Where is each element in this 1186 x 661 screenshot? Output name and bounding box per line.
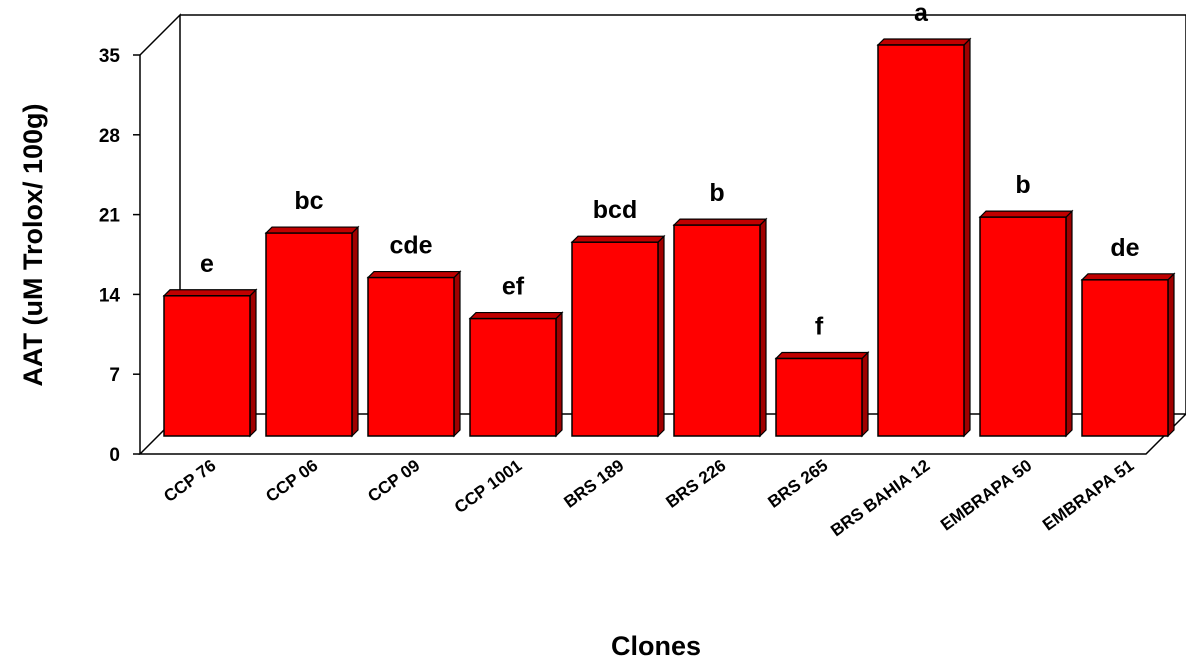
x-tick-label-0: CCP 76 [160, 456, 219, 506]
y-tick-label-2: 14 [99, 285, 121, 306]
bar-top-5 [672, 218, 768, 226]
data-label-3: ef [502, 273, 525, 301]
bar-0 [162, 288, 258, 438]
y-tick-label-1: 7 [109, 365, 120, 386]
bar-7 [876, 37, 972, 438]
bar-front-2 [367, 276, 455, 437]
bar-top-8 [978, 210, 1074, 218]
data-label-0: e [200, 250, 214, 278]
bar-side-1 [351, 225, 359, 438]
bar-3 [468, 311, 564, 438]
y-tick-label-3: 21 [99, 206, 121, 227]
bar-top-6 [774, 351, 870, 360]
bar-front-1 [265, 232, 353, 437]
bars [162, 37, 1176, 438]
plot-back-wall [180, 14, 1186, 414]
bar-side-9 [1167, 272, 1175, 438]
bar-9 [1080, 272, 1176, 438]
bar-1 [264, 225, 360, 438]
bar-4 [570, 234, 666, 438]
data-labels: e bc cde ef bcd b f a b de [200, 0, 1140, 340]
bar-side-4 [657, 234, 665, 438]
x-tick-label-3: CCP 1001 [451, 456, 525, 517]
bar-side-6 [861, 351, 869, 438]
data-label-7: a [914, 0, 929, 27]
y-tick-label-5: 35 [99, 46, 121, 67]
bar-side-0 [249, 288, 257, 438]
x-tick-label-1: CCP 06 [262, 456, 321, 506]
x-tick-label-7: BRS BAHIA 12 [827, 456, 933, 540]
y-axis: 0 7 14 21 28 35 [99, 46, 140, 466]
x-axis-title: Clones [611, 631, 701, 661]
bar-front-5 [673, 224, 761, 437]
bar-2 [366, 270, 462, 438]
data-label-4: bcd [593, 196, 637, 224]
bar-8 [978, 209, 1074, 438]
bar-side-3 [555, 311, 563, 438]
bar-top-2 [366, 270, 462, 279]
data-label-6: f [815, 312, 824, 340]
x-tick-label-6: BRS 265 [764, 456, 831, 512]
x-tick-label-5: BRS 226 [662, 456, 729, 512]
bar-front-8 [979, 216, 1067, 437]
bar-front-0 [163, 295, 251, 437]
x-tick-label-8: EMBRAPA 50 [937, 456, 1035, 535]
x-axis: CCP 76 CCP 06 CCP 09 CCP 1001 BRS 189 BRS 226… [160, 456, 1137, 540]
bar-front-6 [775, 357, 863, 437]
data-label-8: b [1015, 171, 1030, 199]
bar-front-4 [571, 241, 659, 437]
data-label-2: cde [389, 232, 432, 260]
data-label-5: b [709, 179, 724, 207]
bar-side-2 [453, 270, 461, 438]
data-label-1: bc [294, 187, 323, 215]
bar-top-3 [468, 311, 564, 320]
y-axis-title: AAT (uM Trolox/ 100g) [18, 103, 48, 386]
data-label-9: de [1110, 234, 1139, 262]
bar-top-9 [1080, 273, 1176, 281]
bar-front-9 [1081, 279, 1169, 437]
bar-side-5 [759, 217, 767, 438]
bar-side-8 [1065, 209, 1073, 438]
bar-top-4 [570, 235, 666, 243]
bar-6 [774, 351, 870, 438]
bar-5 [672, 217, 768, 438]
bar-front-3 [469, 317, 557, 437]
x-tick-label-2: CCP 09 [364, 456, 423, 506]
bar-side-7 [963, 37, 971, 438]
y-tick-label-4: 28 [99, 126, 120, 147]
x-tick-label-4: BRS 189 [560, 456, 627, 512]
bar-top-7 [876, 38, 972, 46]
x-tick-label-9: EMBRAPA 51 [1039, 456, 1137, 535]
bar-front-7 [877, 44, 965, 437]
y-tick-label-0: 0 [109, 445, 120, 466]
bar-top-0 [162, 289, 258, 297]
bar-top-1 [264, 226, 360, 234]
